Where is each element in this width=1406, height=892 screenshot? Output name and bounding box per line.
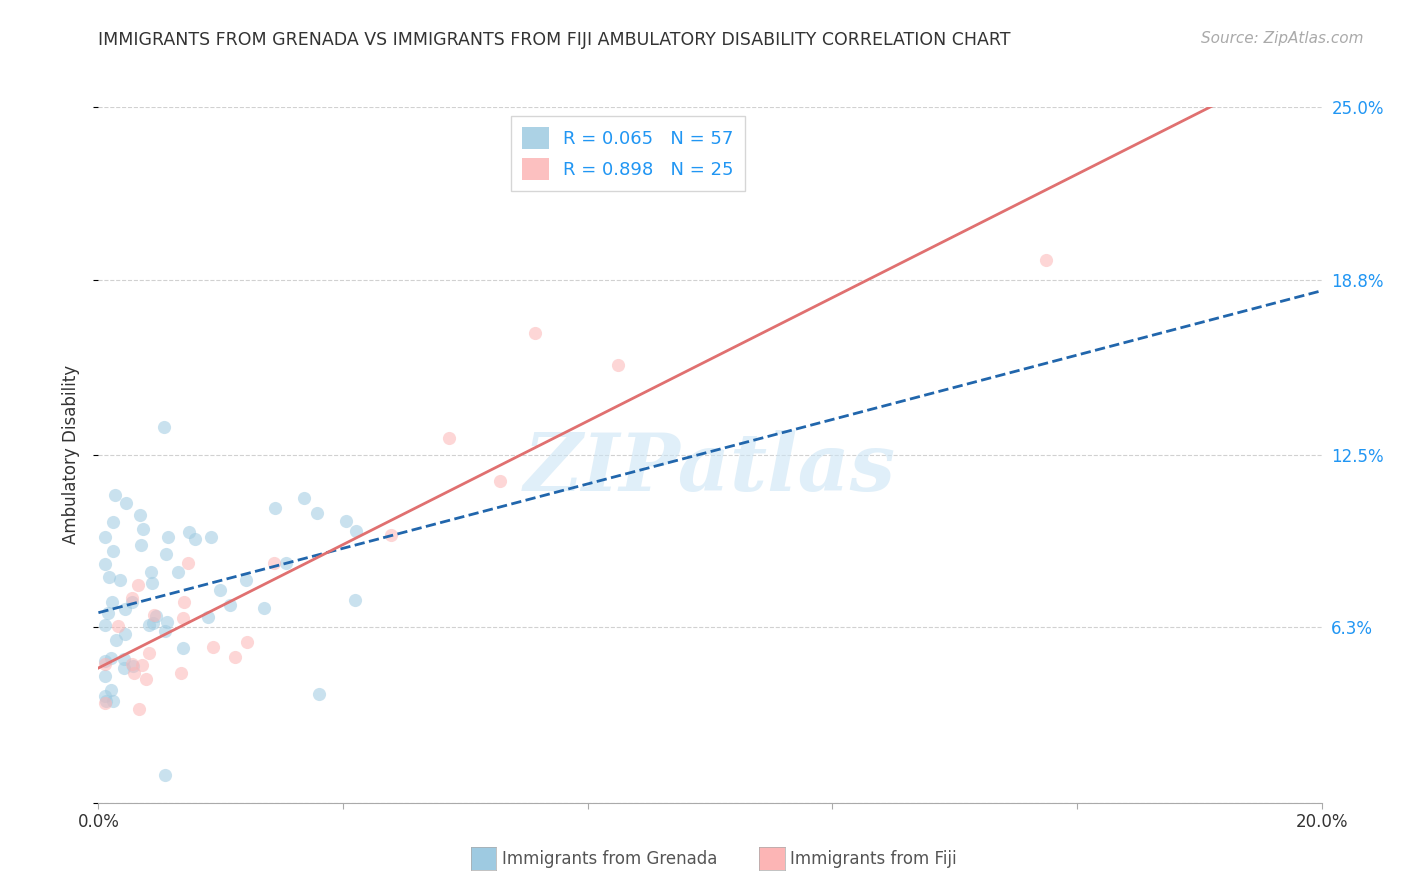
Point bbox=[121, 657, 143, 671]
Point bbox=[93, 530, 115, 544]
Point bbox=[93, 689, 115, 703]
Point bbox=[224, 649, 246, 664]
Point bbox=[103, 515, 125, 529]
Point bbox=[155, 624, 177, 639]
Point bbox=[153, 420, 176, 434]
Point bbox=[274, 556, 297, 570]
Point bbox=[263, 556, 285, 570]
Point bbox=[93, 557, 115, 571]
Point bbox=[103, 544, 125, 558]
Y-axis label: Ambulatory Disability: Ambulatory Disability bbox=[62, 366, 80, 544]
Point bbox=[101, 694, 124, 708]
Point bbox=[606, 358, 628, 372]
Point bbox=[167, 565, 190, 579]
Point bbox=[173, 595, 195, 609]
Point bbox=[110, 573, 132, 587]
Point bbox=[184, 533, 207, 547]
Point bbox=[129, 508, 152, 522]
Legend: R = 0.065   N = 57, R = 0.898   N = 25: R = 0.065 N = 57, R = 0.898 N = 25 bbox=[512, 116, 745, 191]
Point bbox=[172, 611, 194, 625]
Point bbox=[236, 634, 259, 648]
Point bbox=[127, 578, 149, 592]
Point bbox=[98, 570, 121, 584]
Point bbox=[156, 530, 179, 544]
Point bbox=[93, 669, 115, 683]
Point bbox=[132, 522, 155, 536]
Point bbox=[145, 609, 167, 624]
Point bbox=[94, 694, 117, 708]
Point bbox=[292, 491, 315, 505]
Point bbox=[97, 606, 120, 620]
Point bbox=[523, 326, 546, 340]
Point bbox=[93, 657, 115, 671]
Point bbox=[197, 610, 219, 624]
Point bbox=[305, 506, 328, 520]
Point bbox=[138, 617, 160, 632]
Point bbox=[208, 582, 231, 597]
Point bbox=[155, 768, 177, 782]
Point bbox=[263, 500, 285, 515]
Point bbox=[128, 702, 150, 716]
Point bbox=[218, 598, 240, 612]
Point bbox=[177, 556, 200, 570]
Point bbox=[344, 524, 367, 538]
Point bbox=[101, 595, 124, 609]
Point bbox=[253, 601, 276, 615]
Point bbox=[94, 618, 117, 632]
Point bbox=[122, 665, 145, 680]
Point bbox=[114, 495, 136, 509]
Point bbox=[202, 640, 225, 654]
Text: Immigrants from Fiji: Immigrants from Fiji bbox=[790, 850, 957, 868]
Point bbox=[172, 640, 194, 655]
Point bbox=[156, 615, 179, 629]
Point bbox=[100, 651, 122, 665]
Point bbox=[489, 474, 512, 488]
Point bbox=[93, 655, 115, 669]
Point bbox=[169, 665, 191, 680]
Point bbox=[121, 595, 143, 609]
Point bbox=[100, 683, 122, 698]
Point bbox=[177, 524, 200, 539]
Point bbox=[141, 576, 163, 591]
Point bbox=[114, 626, 136, 640]
Point bbox=[129, 538, 152, 552]
Point bbox=[138, 646, 160, 660]
Point bbox=[343, 593, 366, 607]
Point bbox=[380, 528, 402, 542]
Text: Immigrants from Grenada: Immigrants from Grenada bbox=[502, 850, 717, 868]
Point bbox=[112, 661, 135, 675]
Point bbox=[1035, 253, 1057, 268]
Point bbox=[114, 602, 136, 616]
Point bbox=[107, 619, 129, 633]
Point bbox=[142, 616, 165, 631]
Point bbox=[155, 547, 177, 561]
Point bbox=[121, 591, 143, 606]
Text: ZIPatlas: ZIPatlas bbox=[524, 430, 896, 508]
Point bbox=[235, 573, 257, 587]
Point bbox=[104, 488, 127, 502]
Point bbox=[308, 687, 330, 701]
Point bbox=[335, 514, 357, 528]
Point bbox=[131, 658, 153, 673]
Point bbox=[142, 607, 165, 622]
Point bbox=[135, 673, 157, 687]
Point bbox=[141, 565, 163, 579]
Point bbox=[112, 652, 135, 666]
Point bbox=[104, 633, 127, 648]
Point bbox=[94, 696, 117, 710]
Point bbox=[121, 658, 143, 673]
Point bbox=[437, 432, 460, 446]
Text: Source: ZipAtlas.com: Source: ZipAtlas.com bbox=[1201, 31, 1364, 46]
Point bbox=[200, 530, 222, 544]
Text: IMMIGRANTS FROM GRENADA VS IMMIGRANTS FROM FIJI AMBULATORY DISABILITY CORRELATIO: IMMIGRANTS FROM GRENADA VS IMMIGRANTS FR… bbox=[98, 31, 1011, 49]
